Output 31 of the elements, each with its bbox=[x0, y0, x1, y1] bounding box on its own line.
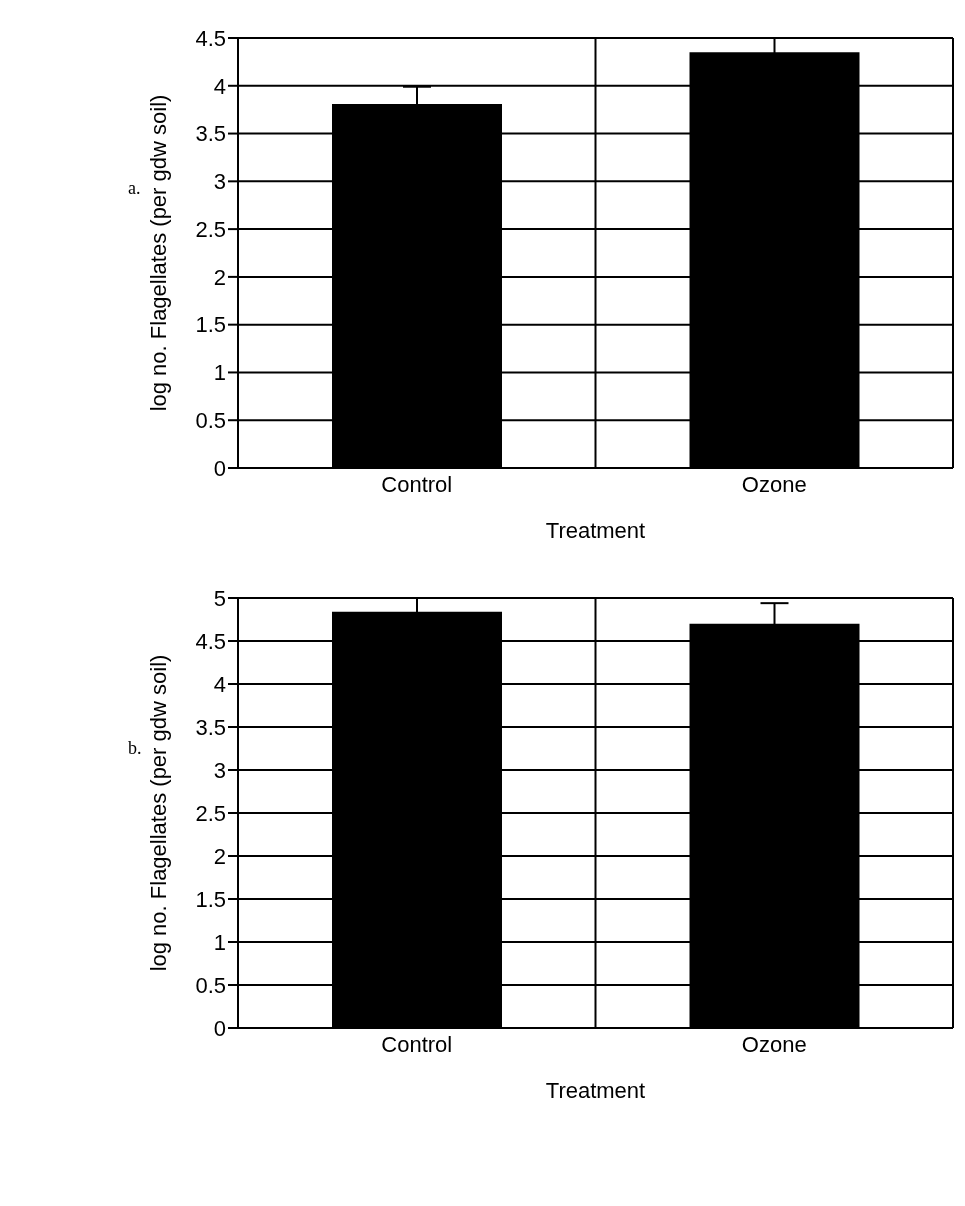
x-tick-label: Ozone bbox=[741, 1031, 807, 1057]
y-tick-label: 5 bbox=[213, 585, 226, 611]
y-tick-label: 0.5 bbox=[195, 972, 226, 998]
x-tick-label: Control bbox=[381, 471, 453, 497]
y-tick-label: 0 bbox=[213, 455, 226, 481]
y-tick-label: 0.5 bbox=[195, 408, 226, 434]
y-tick-label: 3.5 bbox=[195, 714, 226, 740]
y-tick-label: 1 bbox=[213, 929, 226, 955]
y-tick-label: 3 bbox=[213, 757, 226, 783]
text: b. bbox=[128, 738, 142, 759]
x-tick-label: Control bbox=[381, 1031, 453, 1057]
y-tick-label: 2.5 bbox=[195, 800, 226, 826]
y-tick-label: 4 bbox=[213, 671, 226, 697]
y-tick-label: 4.5 bbox=[195, 25, 226, 51]
y-tick-label: 4.5 bbox=[195, 628, 226, 654]
y-tick-label: 3 bbox=[213, 169, 226, 195]
y-tick-label: 4 bbox=[213, 73, 226, 99]
x-axis-title: Treatment bbox=[545, 1078, 646, 1103]
y-tick-label: 2.5 bbox=[195, 216, 226, 242]
text: a. bbox=[128, 178, 141, 199]
y-tick-label: 2 bbox=[213, 264, 226, 290]
y-tick-label: 3.5 bbox=[195, 121, 226, 147]
x-axis-title: Treatment bbox=[545, 518, 646, 543]
y-axis-title: log no. Flagellates (per gdw soil) bbox=[145, 654, 171, 972]
y-tick-label: 1.5 bbox=[195, 886, 226, 912]
y-tick-label: 1.5 bbox=[195, 312, 226, 338]
y-axis-title: log no. Flagellates (per gdw soil) bbox=[145, 94, 171, 412]
y-tick-label: 0 bbox=[213, 1015, 226, 1041]
y-tick-label: 1 bbox=[213, 360, 226, 386]
x-tick-label: Ozone bbox=[741, 471, 807, 497]
y-tick-label: 2 bbox=[213, 843, 226, 869]
